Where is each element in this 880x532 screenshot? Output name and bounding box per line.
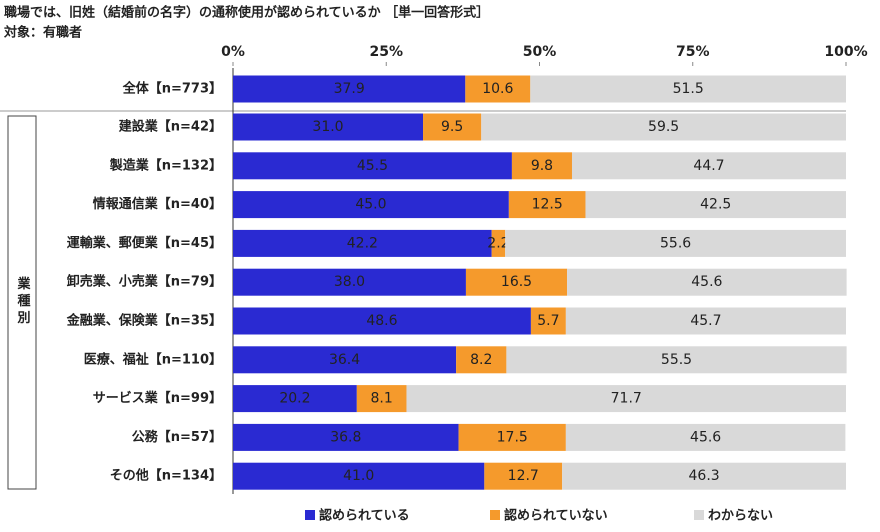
value-label: 5.7: [537, 313, 559, 329]
bar-segment: [233, 152, 512, 180]
bar-segment: [233, 423, 459, 451]
value-label: 8.2: [470, 352, 492, 368]
value-label: 46.3: [689, 468, 720, 484]
value-label: 17.5: [497, 429, 528, 445]
value-label: 45.5: [357, 158, 388, 174]
value-label: 16.5: [501, 274, 532, 290]
legend-label: わからない: [708, 509, 773, 524]
bar-segment: [506, 346, 847, 374]
value-label: 9.8: [531, 158, 553, 174]
value-label: 38.0: [334, 274, 365, 290]
value-label: 45.6: [691, 274, 722, 290]
legend-swatch: [490, 510, 500, 520]
bar-segment: [233, 75, 466, 103]
value-label: 48.6: [366, 313, 397, 329]
category-label: 建設業【n=42】: [119, 119, 222, 135]
value-label: 42.2: [347, 235, 378, 251]
value-label: 55.5: [661, 352, 692, 368]
value-label: 41.0: [343, 468, 374, 484]
bar-segment: [505, 229, 846, 257]
bar-segment: [233, 268, 466, 296]
bar-segment: [511, 152, 572, 180]
category-label: 全体【n=773】: [122, 81, 222, 97]
bar-segment: [233, 462, 485, 490]
category-label: 金融業、保険業【n=35】: [66, 313, 222, 329]
bar-segment: [406, 385, 846, 413]
group-bracket: [7, 115, 37, 490]
category-label: 卸売業、小売業【n=79】: [67, 274, 222, 290]
bar-segment: [465, 75, 531, 103]
value-label: 51.5: [673, 81, 704, 97]
bar-segment: [565, 307, 846, 335]
bar-segment: [508, 191, 586, 219]
value-label: 36.8: [330, 429, 361, 445]
legend-swatch: [694, 510, 704, 520]
bar-segment: [233, 191, 509, 219]
value-label: 37.9: [334, 81, 365, 97]
x-tick-label: 0%: [221, 44, 245, 60]
bar-segment: [567, 268, 847, 296]
value-label: 45.6: [690, 429, 721, 445]
bar-segment: [233, 346, 457, 374]
value-label: 45.7: [690, 313, 721, 329]
x-tick-label: 75%: [676, 44, 710, 60]
chart-subtitle: 対象：有職者: [3, 25, 82, 41]
value-label: 10.6: [482, 81, 513, 97]
bar-segment: [456, 346, 507, 374]
value-label: 71.7: [611, 391, 642, 407]
bar-segment: [571, 152, 846, 180]
value-label: 36.4: [329, 352, 360, 368]
category-label: サービス業【n=99】: [93, 390, 222, 406]
x-tick-label: 100%: [824, 44, 867, 60]
bar-segment: [233, 307, 531, 335]
legend-label: 認められていない: [504, 508, 608, 524]
category-label: 製造業【n=132】: [109, 157, 222, 173]
bar-segment: [233, 385, 357, 413]
bar-segment: [423, 113, 482, 141]
bar-segment: [585, 191, 846, 219]
bar-segment: [458, 423, 566, 451]
bar-segment: [233, 229, 492, 257]
value-label: 55.6: [660, 235, 691, 251]
group-label: 業種別: [15, 276, 32, 328]
bar-segment: [465, 268, 568, 296]
bar-segment: [356, 385, 407, 413]
value-label: 44.7: [693, 158, 724, 174]
legend-swatch: [305, 510, 315, 520]
x-tick-label: 50%: [523, 44, 557, 60]
value-label: 12.7: [508, 468, 539, 484]
value-label: 9.5: [441, 119, 463, 135]
bar-segment: [491, 229, 506, 257]
category-label: 情報通信業【n=40】: [93, 196, 222, 212]
bar-segment: [484, 462, 563, 490]
bar-segment: [233, 113, 424, 141]
value-label: 8.1: [371, 391, 393, 407]
legend-label: 認められている: [319, 508, 410, 524]
value-label: 42.5: [700, 197, 731, 213]
bar-segment: [565, 423, 846, 451]
category-label: 運輸業、郵便業【n=45】: [67, 235, 222, 251]
bar-segment: [481, 113, 846, 141]
bar-segment: [530, 307, 566, 335]
value-label: 2.2: [487, 235, 509, 251]
value-label: 59.5: [648, 119, 679, 135]
category-label: 医療、福祉【n=110】: [84, 351, 222, 367]
value-label: 45.0: [355, 197, 386, 213]
value-label: 20.2: [279, 391, 310, 407]
bar-segment: [530, 75, 846, 103]
value-label: 12.5: [532, 197, 563, 213]
value-label: 31.0: [312, 119, 343, 135]
x-tick-label: 25%: [369, 44, 403, 60]
chart-title: 職場では、旧姓（結婚前の名字）の通称使用が認められているか ［単一回答形式］: [4, 5, 489, 21]
category-label: その他【n=134】: [110, 468, 222, 484]
bar-segment: [562, 462, 846, 490]
category-label: 公務【n=57】: [132, 429, 222, 445]
